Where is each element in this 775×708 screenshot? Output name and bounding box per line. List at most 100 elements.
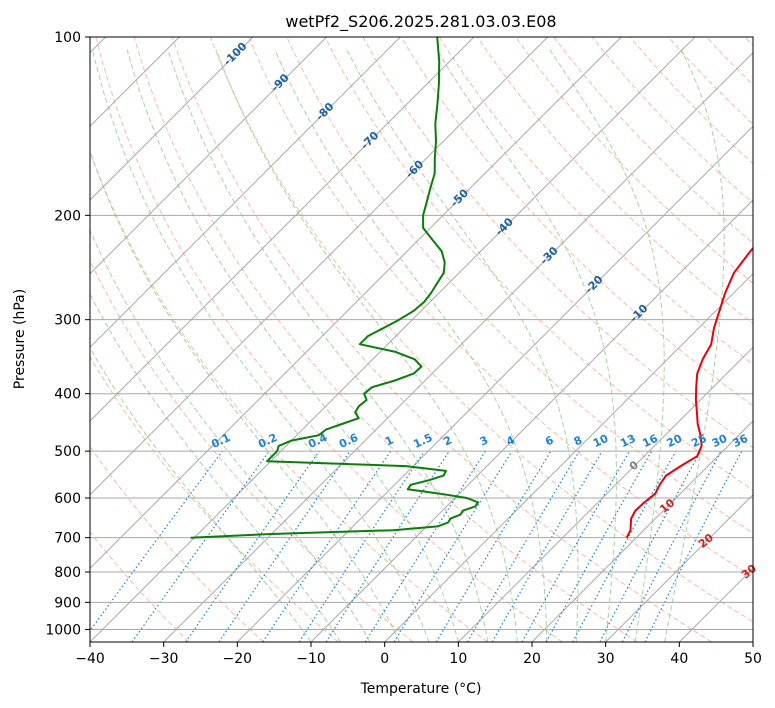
dry-adiabat-2: [90, 356, 339, 642]
adiabat-label: 30: [739, 562, 759, 582]
mixing-ratio-label: 2: [442, 433, 454, 448]
isotherm-5: [90, 37, 328, 275]
dry-adiabat-3: [90, 259, 414, 642]
x-tick-label: 10: [449, 651, 467, 667]
isotherm-16: [531, 420, 753, 642]
y-tick-label: 800: [54, 565, 81, 581]
dry-adiabat-20: [668, 37, 753, 125]
y-tick-label: 200: [54, 208, 81, 224]
dry-adiabat-15: [477, 37, 753, 325]
mixing-ratio-label: 3: [478, 433, 490, 448]
dry-adiabat-6: [133, 37, 638, 642]
x-axis-label: Temperature (°C): [360, 681, 482, 697]
x-tick-label: 0: [380, 651, 389, 667]
mixing-ratio-line-6: [325, 450, 450, 642]
moist-adiabat-6: [167, 49, 489, 642]
y-tick-label: 300: [54, 313, 81, 329]
isotherm-9: [90, 37, 622, 570]
dry-adiabat-7: [171, 37, 712, 642]
moist-adiabat-3: [90, 149, 400, 642]
mixing-ratio-line-15: [599, 450, 702, 642]
background-lines: [90, 37, 753, 642]
dry-adiabat-18: [591, 37, 753, 204]
mixing-ratio-label: 13: [618, 432, 637, 450]
dry-adiabat-21: [706, 37, 753, 86]
isotherm-18: [678, 567, 753, 642]
mixing-ratio-line-11: [491, 450, 603, 642]
dry-adiabat-16: [515, 37, 753, 284]
isotherm-17: [605, 493, 753, 642]
dry-adiabat-5: [95, 37, 563, 642]
moist-adiabat-8: [274, 49, 548, 642]
mixing-ratio-line-3: [218, 450, 351, 642]
dry-adiabat-17: [553, 37, 753, 244]
isotherm-6: [90, 37, 401, 349]
mixing-ratio-label: 0.4: [306, 431, 329, 451]
y-tick-label: 1000: [45, 622, 81, 638]
x-tick-label: −30: [149, 651, 179, 667]
y-tick-label: 600: [54, 491, 81, 507]
x-axis-ticks: −40 −30 −20 −10 0 10 20 30 40 50: [75, 642, 762, 667]
moist-adiabat-0: [90, 347, 312, 642]
mixing-ratio-line-0: [90, 450, 223, 632]
mixing-ratio-label: 8: [572, 433, 584, 448]
temperature-profile: [625, 246, 753, 539]
moist-adiabat-5: [126, 49, 459, 642]
dry-adiabat-11: [324, 37, 753, 491]
isotherm-11: [163, 51, 753, 642]
x-tick-label: −20: [223, 651, 253, 667]
dry-adiabat-13: [400, 37, 753, 407]
x-tick-label: 40: [670, 651, 688, 667]
moist-adiabat-12: [664, 49, 725, 642]
profiles: [190, 37, 753, 539]
isobars: [90, 37, 753, 630]
moist-adiabats: [90, 49, 725, 642]
isotherm-8: [90, 37, 549, 496]
moist-adiabat-11: [549, 49, 665, 642]
moist-adiabat-7: [215, 49, 518, 642]
x-tick-label: 20: [523, 651, 541, 667]
dry-adiabat-4: [90, 150, 488, 642]
mixing-ratio-label: 16: [640, 432, 660, 450]
moist-adiabat-10: [436, 49, 617, 642]
chart-title: wetPf2_S206.2025.281.03.03.E08: [285, 12, 556, 32]
mixing-ratio-line-14: [572, 450, 677, 642]
mixing-ratio-line-4: [262, 450, 392, 642]
y-tick-label: 500: [54, 444, 81, 460]
mixing-ratio-label: 10: [591, 432, 611, 450]
y-axis-label: Pressure (hPa): [12, 289, 28, 389]
y-tick-label: 900: [54, 595, 81, 611]
mixing-ratio-line-10: [466, 450, 580, 642]
mixing-ratio-label: 20: [665, 432, 685, 450]
mixing-ratio-line-9: [435, 450, 552, 642]
mixing-ratio-line-8: [393, 450, 513, 642]
y-axis-ticks: 100 200 300 400 500 600 700 800 900 1000: [45, 30, 90, 638]
isotherm-4: [90, 37, 254, 201]
dry-adiabat-0: [90, 531, 190, 642]
mixing-ratio-label: 36: [731, 432, 751, 450]
dry-adiabat-10: [286, 37, 753, 534]
y-tick-label: 700: [54, 531, 81, 547]
moist-adiabat-2: [90, 229, 371, 642]
mixing-ratio-label: 6: [543, 433, 556, 448]
isotherms: [90, 37, 753, 642]
mixing-ratio-label: 25: [689, 432, 708, 450]
dry-adiabat-9: [248, 37, 753, 578]
mixing-ratio-line-5: [298, 450, 425, 642]
mixing-ratio-label: 0.2: [256, 431, 279, 451]
isotherm-13: [310, 199, 753, 642]
x-tick-label: −40: [75, 651, 105, 667]
dry-adiabat-22: [744, 37, 753, 47]
plot-frame: [89, 36, 754, 643]
dry-adiabat-12: [362, 37, 753, 449]
x-tick-label: −10: [296, 651, 326, 667]
x-tick-label: 30: [597, 651, 615, 667]
mixing-ratio-label: 1: [383, 433, 395, 448]
mixing-ratio-label: 0.1: [209, 431, 232, 451]
isotherm-19: [752, 641, 753, 642]
isotherm-14: [384, 272, 753, 642]
mixing-ratio-label: 30: [710, 432, 730, 450]
mixing-ratio-line-12: [521, 450, 631, 642]
mixing-ratio-line-1: [131, 450, 270, 642]
